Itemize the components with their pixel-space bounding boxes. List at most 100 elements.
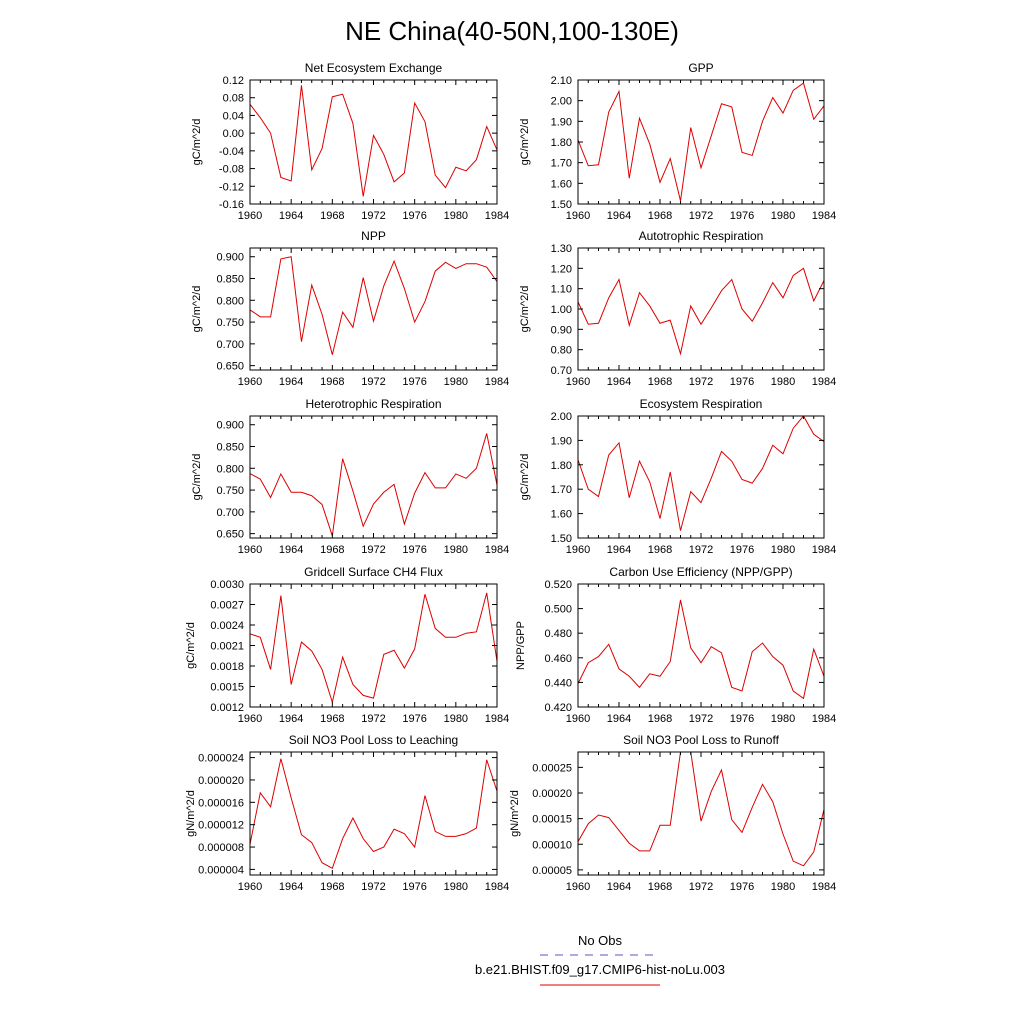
y-tick-label: 0.900 xyxy=(216,252,244,264)
y-tick-label: 0.650 xyxy=(216,529,244,541)
series-line xyxy=(578,416,824,531)
y-axis-label: gC/m^2/d xyxy=(191,119,203,166)
panel-title: Soil NO3 Pool Loss to Runoff xyxy=(623,733,780,747)
x-tick-label: 1980 xyxy=(444,544,468,556)
x-tick-label: 1972 xyxy=(361,713,385,725)
series-line xyxy=(250,256,497,355)
x-tick-label: 1960 xyxy=(238,376,262,388)
x-tick-label: 1972 xyxy=(361,210,385,222)
y-tick-label: 0.0021 xyxy=(210,641,244,653)
x-tick-label: 1964 xyxy=(279,210,303,222)
y-tick-label: 1.00 xyxy=(551,304,572,316)
y-tick-label: 0.000008 xyxy=(198,842,244,854)
y-axis-label: gC/m^2/d xyxy=(519,119,531,166)
y-tick-label: 1.60 xyxy=(551,509,572,521)
y-tick-label: 0.000012 xyxy=(198,820,244,832)
x-tick-label: 1984 xyxy=(812,210,836,222)
legend: No Obs b.e21.BHIST.f09_g17.CMIP6-hist-no… xyxy=(475,933,725,986)
x-tick-label: 1968 xyxy=(320,881,344,893)
x-tick-label: 1984 xyxy=(812,881,836,893)
y-tick-label: 1.50 xyxy=(551,533,572,545)
y-tick-label: 0.440 xyxy=(544,677,572,689)
series-line xyxy=(578,599,824,700)
x-tick-label: 1960 xyxy=(238,881,262,893)
y-tick-label: 2.00 xyxy=(551,411,572,423)
panel-title: Heterotrophic Respiration xyxy=(305,397,441,411)
x-tick-label: 1976 xyxy=(730,210,754,222)
panel-10: Soil NO3 Pool Loss to Runoff gN/m^2/d 1960… xyxy=(509,733,836,893)
panel-title: NPP xyxy=(361,229,386,243)
y-tick-label: 0.08 xyxy=(223,93,244,105)
x-tick-label: 1980 xyxy=(444,881,468,893)
x-tick-label: 1984 xyxy=(485,210,509,222)
x-tick-label: 1980 xyxy=(771,713,795,725)
x-tick-label: 1984 xyxy=(485,544,509,556)
y-tick-label: 0.900 xyxy=(216,420,244,432)
y-tick-label: 1.30 xyxy=(551,243,572,255)
y-tick-label: 0.00010 xyxy=(532,839,572,851)
y-tick-label: 0.0027 xyxy=(210,600,244,612)
y-tick-label: 0.0024 xyxy=(210,620,244,632)
y-axis-label: gC/m^2/d xyxy=(519,286,531,333)
y-tick-label: 0.00005 xyxy=(532,865,572,877)
x-tick-label: 1984 xyxy=(812,544,836,556)
y-tick-label: 0.80 xyxy=(551,345,572,357)
y-axis-label: NPP/GPP xyxy=(515,621,527,670)
y-tick-label: 0.420 xyxy=(544,702,572,714)
panel-3: NPP gC/m^2/d 1960 1964 1968 1972 1976 1980 1984 0… xyxy=(191,229,509,388)
y-tick-label: 0.700 xyxy=(216,339,244,351)
x-tick-label: 1960 xyxy=(566,544,590,556)
panel-title: Gridcell Surface CH4 Flux xyxy=(304,565,443,579)
y-tick-label: 0.04 xyxy=(223,110,244,122)
x-tick-label: 1972 xyxy=(689,713,713,725)
plot-frame xyxy=(577,415,825,539)
x-tick-label: 1964 xyxy=(279,881,303,893)
y-tick-label: -0.12 xyxy=(219,181,244,193)
x-tick-label: 1984 xyxy=(812,376,836,388)
x-tick-label: 1980 xyxy=(771,544,795,556)
y-tick-label: 1.50 xyxy=(551,199,572,211)
x-tick-label: 1984 xyxy=(485,881,509,893)
y-tick-label: 0.750 xyxy=(216,485,244,497)
x-tick-label: 1980 xyxy=(444,376,468,388)
x-tick-label: 1980 xyxy=(444,210,468,222)
y-tick-label: 0.480 xyxy=(544,628,572,640)
y-axis-label: gC/m^2/d xyxy=(191,286,203,333)
x-tick-label: 1972 xyxy=(689,544,713,556)
y-axis-label: gN/m^2/d xyxy=(509,790,521,837)
panel-title: GPP xyxy=(688,61,713,75)
y-tick-label: 0.0018 xyxy=(210,661,244,673)
y-axis-label: gN/m^2/d xyxy=(185,790,197,837)
x-tick-label: 1972 xyxy=(361,881,385,893)
x-tick-label: 1960 xyxy=(566,376,590,388)
y-tick-label: 0.00025 xyxy=(532,762,572,774)
x-tick-label: 1960 xyxy=(238,713,262,725)
y-tick-label: 0.800 xyxy=(216,463,244,475)
x-tick-label: 1984 xyxy=(485,713,509,725)
x-tick-label: 1960 xyxy=(566,881,590,893)
y-tick-label: -0.08 xyxy=(219,164,244,176)
y-tick-label: 0.000004 xyxy=(198,864,244,876)
y-tick-label: 0.0012 xyxy=(210,702,244,714)
y-axis-label: gC/m^2/d xyxy=(191,454,203,501)
y-tick-label: 0.00020 xyxy=(532,788,572,800)
x-tick-label: 1980 xyxy=(771,881,795,893)
x-tick-label: 1964 xyxy=(607,210,631,222)
y-tick-label: 0.500 xyxy=(544,604,572,616)
y-axis-label: gC/m^2/d xyxy=(519,454,531,501)
y-tick-label: 1.10 xyxy=(551,284,572,296)
series-line xyxy=(250,592,497,705)
y-tick-label: -0.16 xyxy=(219,199,244,211)
y-tick-label: 0.0030 xyxy=(210,579,244,591)
y-tick-label: 1.90 xyxy=(551,116,572,128)
legend-label-model: b.e21.BHIST.f09_g17.CMIP6-hist-noLu.003 xyxy=(475,962,725,977)
panel-9: Soil NO3 Pool Loss to Leaching gN/m^2/d 19… xyxy=(185,733,509,893)
x-tick-label: 1972 xyxy=(689,210,713,222)
x-tick-label: 1968 xyxy=(648,881,672,893)
x-tick-label: 1972 xyxy=(361,376,385,388)
plot-frame xyxy=(249,751,498,876)
y-tick-label: 0.00 xyxy=(223,128,244,140)
x-tick-label: 1976 xyxy=(730,544,754,556)
y-tick-label: 0.850 xyxy=(216,442,244,454)
